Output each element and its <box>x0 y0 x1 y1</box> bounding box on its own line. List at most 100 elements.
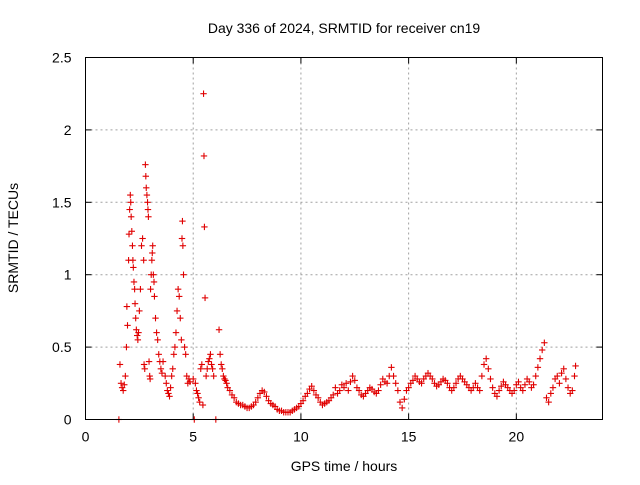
data-point <box>119 387 127 394</box>
data-point <box>554 372 561 380</box>
data-point <box>221 375 228 383</box>
data-point <box>181 343 188 351</box>
data-point <box>252 398 259 406</box>
y-tick-label: 0 <box>64 412 72 428</box>
data-point <box>569 387 576 394</box>
data-point <box>149 242 156 249</box>
data-point <box>201 294 209 302</box>
data-point <box>151 293 158 300</box>
data-point <box>222 377 229 384</box>
data-point <box>164 387 171 394</box>
data-point <box>401 396 408 403</box>
data-point <box>168 372 175 380</box>
data-point <box>299 397 307 404</box>
data-point <box>342 380 350 387</box>
data-point <box>180 271 187 278</box>
data-point <box>538 346 546 354</box>
data-point <box>349 372 356 380</box>
data-point <box>330 391 337 399</box>
data-point <box>532 372 539 380</box>
data-point <box>355 387 363 394</box>
x-tick-label: 20 <box>509 429 525 445</box>
data-point <box>547 390 554 397</box>
data-point <box>176 293 183 300</box>
y-tick-label: 1 <box>64 267 72 283</box>
data-point <box>123 343 130 351</box>
data-point <box>226 387 234 394</box>
data-point <box>142 161 149 168</box>
data-point <box>139 235 146 242</box>
data-point <box>220 372 227 380</box>
data-point <box>140 361 148 368</box>
data-point <box>392 380 399 387</box>
data-point <box>178 235 186 242</box>
data-point <box>196 398 203 406</box>
data-point <box>125 230 133 238</box>
x-tick-label: 10 <box>293 429 309 445</box>
data-point <box>219 365 226 373</box>
data-point <box>202 372 210 380</box>
data-point <box>230 394 238 401</box>
data-point <box>351 377 358 384</box>
data-point <box>127 213 135 220</box>
data-point <box>142 173 150 180</box>
y-tick-label: 1.5 <box>52 194 72 210</box>
data-point <box>197 365 204 373</box>
data-point <box>485 365 492 373</box>
data-point <box>132 314 139 322</box>
data-point <box>194 390 201 397</box>
data-point <box>140 257 147 264</box>
data-point <box>129 242 136 249</box>
data-point <box>429 375 436 383</box>
data-point <box>489 384 496 391</box>
data-point <box>150 278 158 286</box>
data-point <box>200 152 208 160</box>
data-point <box>146 375 154 383</box>
data-point <box>198 361 206 368</box>
data-point <box>545 398 552 406</box>
data-point <box>165 390 172 397</box>
data-point <box>515 378 522 386</box>
data-point <box>124 322 131 329</box>
data-point <box>476 387 483 394</box>
data-point <box>216 351 224 358</box>
x-tick-label: 15 <box>401 429 417 445</box>
data-point <box>215 326 223 333</box>
data-point <box>534 364 542 371</box>
data-point <box>210 372 217 380</box>
data-point <box>254 394 262 401</box>
data-point <box>163 380 170 387</box>
plot-frame <box>85 57 603 420</box>
data-point <box>564 384 572 391</box>
data-point <box>166 393 173 400</box>
data-point <box>218 361 225 368</box>
data-points <box>115 90 579 423</box>
data-point <box>472 380 479 387</box>
data-point <box>571 372 578 380</box>
data-point <box>157 365 165 373</box>
data-point <box>377 381 384 388</box>
data-point <box>190 375 197 383</box>
data-point <box>174 285 182 293</box>
data-point <box>332 384 339 391</box>
x-tick-label: 0 <box>82 429 90 445</box>
y-tick-label: 2.5 <box>52 50 72 66</box>
grid-layer <box>85 57 603 420</box>
data-point <box>123 303 131 310</box>
data-point <box>498 382 505 390</box>
data-point <box>193 387 200 394</box>
data-point <box>155 351 162 358</box>
data-point <box>208 361 215 368</box>
data-point <box>200 90 207 97</box>
data-point <box>482 355 490 362</box>
data-point <box>177 314 184 322</box>
data-point <box>308 382 315 390</box>
data-point <box>153 329 160 336</box>
data-point <box>172 329 180 336</box>
data-point <box>261 388 268 396</box>
data-point <box>122 372 129 380</box>
data-point <box>556 380 563 387</box>
data-point <box>192 380 199 387</box>
